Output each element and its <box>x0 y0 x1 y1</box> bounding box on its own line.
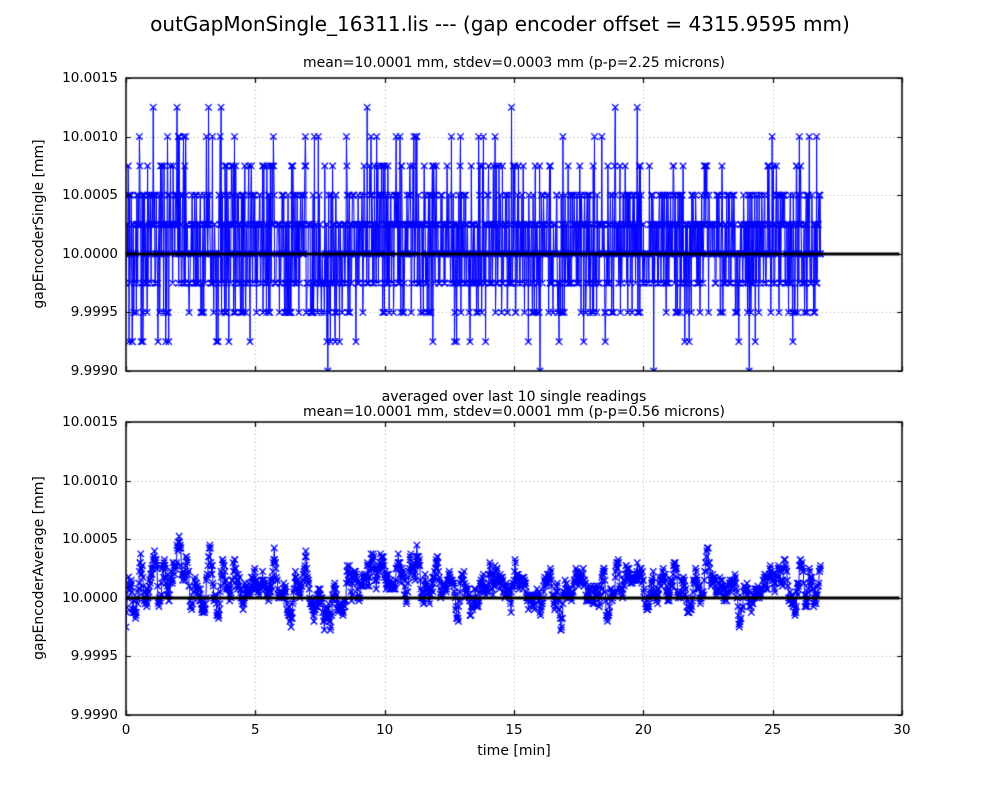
top-y-tick-label: 9.9990 <box>70 363 118 379</box>
x-axis-label: time [min] <box>477 743 551 759</box>
bottom-y-tick-label: 10.0005 <box>62 531 118 548</box>
top-y-tick-label: 10.0000 <box>62 245 118 262</box>
top-y-axis-label: gapEncoderSingle [mm] <box>31 139 47 309</box>
bottom-y-tick-label: 10.0010 <box>62 472 118 489</box>
x-tick-label: 15 <box>505 722 523 738</box>
x-tick-label: 5 <box>251 722 260 738</box>
x-tick-label: 20 <box>634 722 652 738</box>
bottom-y-tick-label: 10.0000 <box>62 589 118 606</box>
top-y-tick-label: 10.0015 <box>62 70 118 86</box>
top-y-tick-label: 10.0010 <box>62 128 118 145</box>
figure-title: outGapMonSingle_16311.lis --- (gap encod… <box>150 12 850 36</box>
x-tick-label: 30 <box>893 722 911 738</box>
bottom-plot-title-line2: mean=10.0001 mm, stdev=0.0001 mm (p-p=0.… <box>303 404 725 420</box>
x-tick-label: 0 <box>121 722 131 738</box>
bottom-y-axis-label: gapEncoderAverage [mm] <box>31 476 47 660</box>
x-tick-label: 25 <box>764 722 782 738</box>
bottom-y-tick-label: 9.9995 <box>70 648 118 665</box>
bottom-plot-title-line1: averaged over last 10 single readings <box>381 389 647 405</box>
bottom-y-tick-label: 9.9990 <box>70 707 118 723</box>
bottom-y-tick-label: 10.0015 <box>62 414 118 430</box>
x-tick-label: 10 <box>376 722 394 738</box>
top-y-tick-label: 9.9995 <box>70 304 118 321</box>
top-plot-title: mean=10.0001 mm, stdev=0.0003 mm (p-p=2.… <box>303 55 725 71</box>
top-y-tick-label: 10.0005 <box>62 187 118 204</box>
